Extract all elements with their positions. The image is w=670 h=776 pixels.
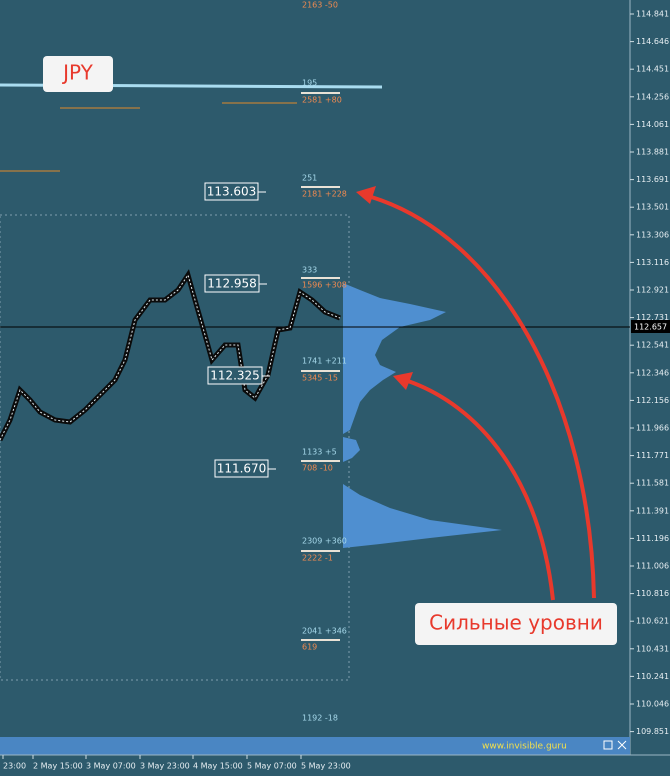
footer-link[interactable]: www.invisible.guru	[482, 742, 567, 752]
profile-label: 2309 +360	[302, 537, 347, 546]
profile-label: 2181 +228	[302, 190, 347, 199]
price-label: 113.116	[636, 258, 669, 267]
price-label: 114.646	[636, 37, 669, 46]
restore-button[interactable]	[603, 740, 613, 750]
price-label: 114.451	[636, 65, 669, 74]
candles-highlight	[0, 273, 341, 441]
price-label: 113.501	[636, 203, 669, 212]
price-label: 114.256	[636, 92, 669, 101]
price-label: 111.771	[636, 451, 669, 460]
profile-label: 2581 +80	[302, 96, 342, 105]
price-label: 110.816	[636, 589, 669, 598]
price-label: 112.541	[636, 341, 669, 350]
price-label: 111.581	[636, 479, 669, 488]
profile-label: 2222 -1	[302, 554, 333, 563]
price-label: 111.006	[636, 562, 669, 571]
time-label: 2 May 15:00	[33, 762, 83, 771]
time-label: 3 May 23:00	[140, 762, 190, 771]
price-label: 111.196	[636, 534, 669, 543]
profile-label: 251	[302, 174, 317, 183]
profile-label: 708 -10	[302, 464, 333, 473]
profile-label: 1596 +308	[302, 281, 347, 290]
footer-bar	[0, 737, 630, 755]
price-label: 110.241	[636, 672, 669, 681]
price-label: 110.621	[636, 617, 669, 626]
price-label: 114.841	[636, 10, 669, 19]
close-button[interactable]	[617, 740, 627, 750]
profile-label: 5345 -15	[302, 374, 338, 383]
arrowhead	[393, 372, 413, 390]
price-label: 112.156	[636, 396, 669, 405]
profile-label: 1741 +211	[302, 357, 347, 366]
time-label: 5 May 23:00	[301, 762, 351, 771]
price-label: 110.046	[636, 700, 669, 709]
level-label: 113.603	[207, 185, 257, 199]
price-label: 111.966	[636, 424, 669, 433]
symbol-badge	[43, 56, 113, 92]
profile-label: 1192 -18	[302, 714, 338, 723]
price-label: 114.061	[636, 120, 669, 129]
price-label: 113.306	[636, 230, 669, 239]
arrows	[367, 194, 596, 601]
level-label: 112.958	[207, 277, 257, 291]
price-label: 113.881	[636, 148, 669, 157]
profile-label: 195	[302, 79, 317, 88]
price-label: 112.731	[636, 313, 669, 322]
annotation-box	[415, 603, 617, 645]
price-label: 110.431	[636, 644, 669, 653]
profile-label: 333	[302, 266, 317, 275]
price-label: 111.391	[636, 506, 669, 515]
time-label: 5 May 07:00	[247, 762, 297, 771]
price-label: 113.691	[636, 175, 669, 184]
price-label: 112.921	[636, 286, 669, 295]
profile-label: 1133 +5	[302, 448, 337, 457]
level-label: 112.325	[210, 369, 260, 383]
current-price: 112.657	[634, 323, 667, 332]
current-price-tag	[631, 320, 670, 333]
price-label: 112.346	[636, 368, 669, 377]
annotation: Сильные уровни	[429, 611, 603, 635]
volume-profile	[343, 283, 502, 548]
time-label: 3 May 07:00	[86, 762, 136, 771]
profile-label: 2163 -50	[302, 1, 338, 10]
arrowhead	[356, 186, 376, 204]
time-label: 23:00	[3, 762, 26, 771]
profile-label: 619	[302, 643, 317, 652]
price-label: 109.851	[636, 727, 669, 736]
profile-label: 2041 +346	[302, 627, 347, 636]
symbol-label: JPY	[61, 61, 94, 85]
time-label: 4 May 15:00	[193, 762, 243, 771]
level-label: 111.670	[217, 462, 267, 476]
